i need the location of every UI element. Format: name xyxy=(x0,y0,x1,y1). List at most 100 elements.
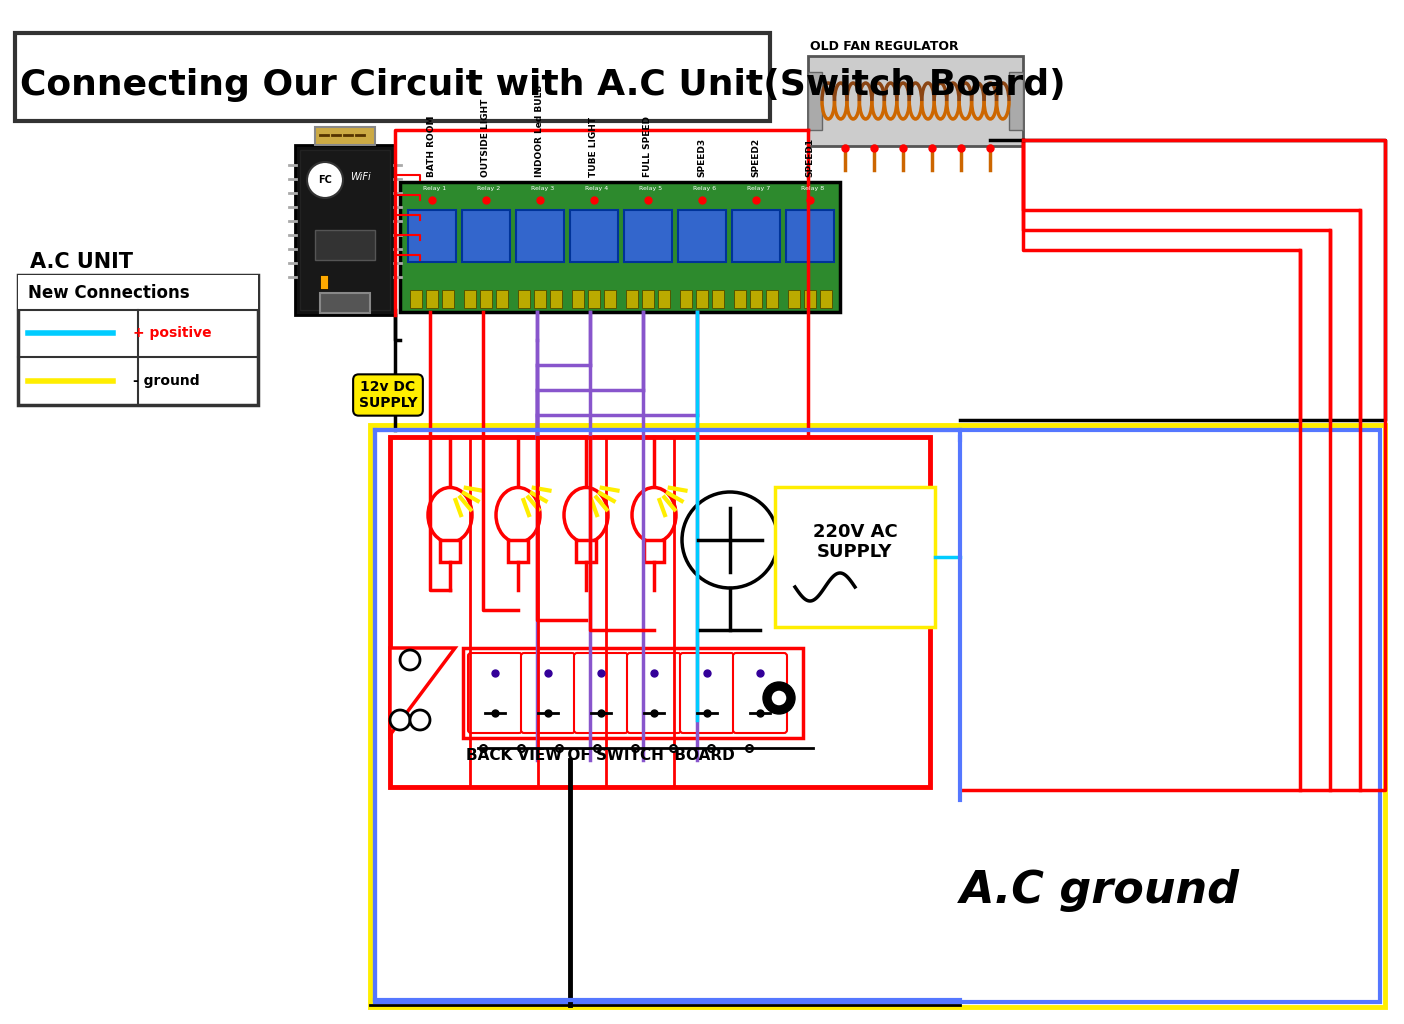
Bar xyxy=(820,290,833,308)
Bar xyxy=(807,56,1024,146)
Text: OUTSIDE LIGHT: OUTSIDE LIGHT xyxy=(482,98,490,177)
Bar xyxy=(786,210,834,262)
Bar xyxy=(604,290,616,308)
Text: - ground: - ground xyxy=(133,374,199,388)
Bar xyxy=(571,290,584,308)
Bar xyxy=(410,290,423,308)
Bar xyxy=(807,72,821,130)
Bar xyxy=(480,290,491,308)
Bar xyxy=(425,290,438,308)
Text: Relay 1: Relay 1 xyxy=(424,186,446,191)
Text: 220V AC
SUPPLY: 220V AC SUPPLY xyxy=(813,522,897,561)
Bar xyxy=(18,275,258,310)
FancyBboxPatch shape xyxy=(680,653,734,733)
Bar xyxy=(375,430,1380,1002)
Circle shape xyxy=(771,690,788,706)
FancyBboxPatch shape xyxy=(628,653,681,733)
Bar xyxy=(623,210,673,262)
Bar xyxy=(390,437,929,787)
Bar xyxy=(15,33,769,121)
Bar xyxy=(320,293,371,313)
FancyBboxPatch shape xyxy=(733,653,788,733)
Circle shape xyxy=(307,162,343,198)
Text: Relay 3: Relay 3 xyxy=(531,186,555,191)
Bar xyxy=(731,210,781,262)
Text: Relay 8: Relay 8 xyxy=(802,186,824,191)
Bar xyxy=(534,290,546,308)
Text: Relay 6: Relay 6 xyxy=(694,186,716,191)
Bar xyxy=(517,210,564,262)
Ellipse shape xyxy=(496,487,541,543)
Text: Relay 5: Relay 5 xyxy=(639,186,663,191)
Text: INDOOR Led BULB: INDOOR Led BULB xyxy=(535,85,545,177)
Bar xyxy=(767,290,778,308)
Bar xyxy=(314,230,375,260)
Bar xyxy=(442,290,453,308)
Bar xyxy=(750,290,762,308)
Text: A.C ground: A.C ground xyxy=(960,868,1240,911)
Bar xyxy=(570,210,618,262)
FancyBboxPatch shape xyxy=(574,653,628,733)
Bar xyxy=(696,290,708,308)
Bar xyxy=(550,290,562,308)
Bar xyxy=(462,210,510,262)
Bar xyxy=(1009,72,1024,130)
Bar xyxy=(496,290,508,308)
Bar xyxy=(576,540,597,562)
Polygon shape xyxy=(390,648,455,735)
Text: FULL SPEED: FULL SPEED xyxy=(643,116,653,177)
Text: New Connections: New Connections xyxy=(28,284,190,302)
Text: + positive: + positive xyxy=(133,326,212,340)
Bar xyxy=(712,290,724,308)
FancyBboxPatch shape xyxy=(521,653,576,733)
Circle shape xyxy=(410,710,430,730)
Text: TUBE LIGHT: TUBE LIGHT xyxy=(590,117,598,177)
Bar xyxy=(518,290,529,308)
Text: FC: FC xyxy=(319,175,331,185)
Bar xyxy=(788,290,800,308)
Text: A.C UNIT: A.C UNIT xyxy=(29,252,133,272)
Bar xyxy=(371,425,1384,1007)
Bar xyxy=(18,275,258,406)
Text: SPEED2: SPEED2 xyxy=(751,138,761,177)
Text: SPEED3: SPEED3 xyxy=(698,138,706,177)
Bar xyxy=(775,487,935,627)
Bar xyxy=(314,127,375,145)
Bar xyxy=(680,290,692,308)
Text: BATH ROOM: BATH ROOM xyxy=(427,116,437,177)
Ellipse shape xyxy=(428,487,472,543)
Text: WiFi: WiFi xyxy=(350,172,371,182)
Bar xyxy=(400,182,840,312)
Text: Relay 4: Relay 4 xyxy=(585,186,608,191)
Circle shape xyxy=(400,650,420,670)
Text: Relay 2: Relay 2 xyxy=(477,186,501,191)
Bar xyxy=(508,540,528,562)
Bar xyxy=(734,290,746,308)
Circle shape xyxy=(390,710,410,730)
Text: 12v DC
SUPPLY: 12v DC SUPPLY xyxy=(358,380,417,410)
Bar xyxy=(642,290,654,308)
Circle shape xyxy=(682,492,778,588)
Bar xyxy=(804,290,816,308)
Bar xyxy=(626,290,637,308)
Text: SPEED1: SPEED1 xyxy=(806,138,814,177)
Ellipse shape xyxy=(564,487,608,543)
Bar xyxy=(658,290,670,308)
Bar xyxy=(588,290,600,308)
Bar xyxy=(295,145,395,315)
FancyBboxPatch shape xyxy=(468,653,522,733)
Circle shape xyxy=(762,682,795,714)
Bar xyxy=(320,275,329,289)
Ellipse shape xyxy=(632,487,675,543)
Bar xyxy=(463,290,476,308)
Bar xyxy=(463,648,803,738)
Bar xyxy=(300,150,390,310)
Bar xyxy=(439,540,461,562)
Text: OLD FAN REGULATOR: OLD FAN REGULATOR xyxy=(810,40,959,53)
Text: Relay 7: Relay 7 xyxy=(747,186,771,191)
Text: Connecting Our Circuit with A.C Unit(Switch Board): Connecting Our Circuit with A.C Unit(Swi… xyxy=(20,68,1066,102)
Text: BACK VIEW OF SWITCH  BOARD: BACK VIEW OF SWITCH BOARD xyxy=(466,748,734,763)
Bar xyxy=(678,210,726,262)
Bar xyxy=(409,210,456,262)
Bar xyxy=(644,540,664,562)
